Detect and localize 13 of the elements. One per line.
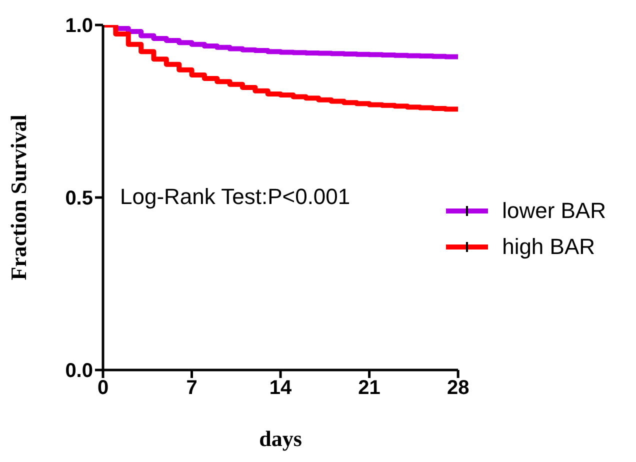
annotation: Log-Rank Test:P<0.001 (120, 184, 350, 210)
x-tick-label: 7 (186, 377, 198, 400)
legend-label: high BAR (502, 234, 596, 260)
x-tick-label: 0 (97, 377, 109, 400)
y-tick-label: 0.0 (65, 360, 93, 382)
y-tick-label: 0.5 (65, 188, 93, 210)
x-axis-title: days (259, 426, 302, 451)
y-tick-label: 1.0 (65, 15, 93, 38)
y-axis-title: Fraction Survival (6, 114, 31, 280)
x-tick-label: 28 (446, 377, 470, 400)
x-tick-label: 21 (358, 377, 380, 400)
legend-label: lower BAR (502, 198, 606, 224)
x-tick-label: 14 (269, 377, 293, 400)
